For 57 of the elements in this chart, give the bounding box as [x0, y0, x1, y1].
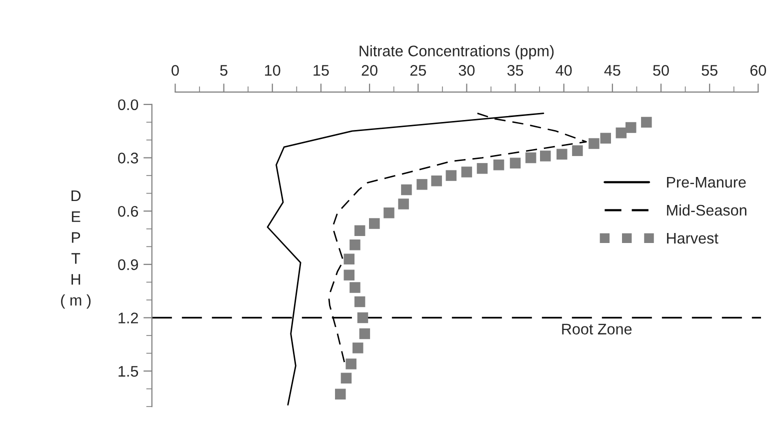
point [346, 358, 356, 370]
point [572, 145, 583, 156]
point [335, 388, 346, 400]
point [350, 239, 360, 250]
point [352, 342, 364, 354]
x-tick-label: 10 [265, 64, 280, 76]
x-tick-label: 50 [653, 64, 669, 76]
point [416, 179, 428, 190]
point [600, 132, 612, 144]
x-tick-label: 40 [556, 64, 572, 76]
point [588, 138, 600, 149]
point [384, 207, 394, 218]
point [340, 372, 352, 384]
point [461, 166, 472, 178]
point [510, 158, 521, 168]
point [359, 328, 370, 340]
legend-label: Harvest [667, 232, 718, 244]
x-tick-label: 55 [702, 65, 718, 76]
x-tick-label: 60 [750, 64, 766, 76]
x-tick-label: 30 [458, 64, 475, 76]
point [357, 312, 368, 324]
legend-label: Pre-Manure [667, 177, 746, 188]
point [641, 116, 652, 128]
x-tick-label: 15 [314, 65, 329, 76]
y-tick-label: 0.3 [118, 152, 138, 164]
x-tick-label: 0 [172, 64, 179, 76]
point [493, 160, 504, 170]
y-tick-label: 0.6 [118, 206, 138, 217]
legend-label: Mid-Season [667, 204, 746, 216]
point [350, 282, 360, 293]
point [540, 150, 551, 162]
x-axis-title: Nitrate Concentrations (ppm) [360, 45, 554, 60]
point [354, 225, 366, 236]
y-axis-title: D E P T H ( m ) [61, 190, 91, 309]
point [431, 175, 442, 186]
x-tick-label: 20 [362, 64, 378, 76]
point [398, 198, 409, 210]
y-tick-label: 0.9 [118, 259, 138, 270]
point [344, 270, 355, 280]
point [401, 184, 412, 196]
point [369, 218, 380, 229]
y-tick-label: 1.5 [118, 366, 138, 377]
point [354, 296, 366, 308]
x-tick-label: 25 [410, 64, 426, 76]
point [344, 254, 355, 264]
point [476, 163, 488, 174]
point [556, 148, 568, 160]
point [525, 152, 536, 164]
ref-line-label: Root Zone [562, 324, 632, 334]
x-tick-label: 5 [220, 65, 228, 76]
point [616, 128, 627, 138]
y-tick-label: 0.0 [118, 99, 138, 110]
point [626, 122, 636, 133]
x-tick-label: 35 [507, 64, 524, 76]
y-tick-label: 1.2 [118, 312, 138, 324]
x-tick-label: 45 [604, 65, 620, 76]
point [446, 170, 457, 181]
